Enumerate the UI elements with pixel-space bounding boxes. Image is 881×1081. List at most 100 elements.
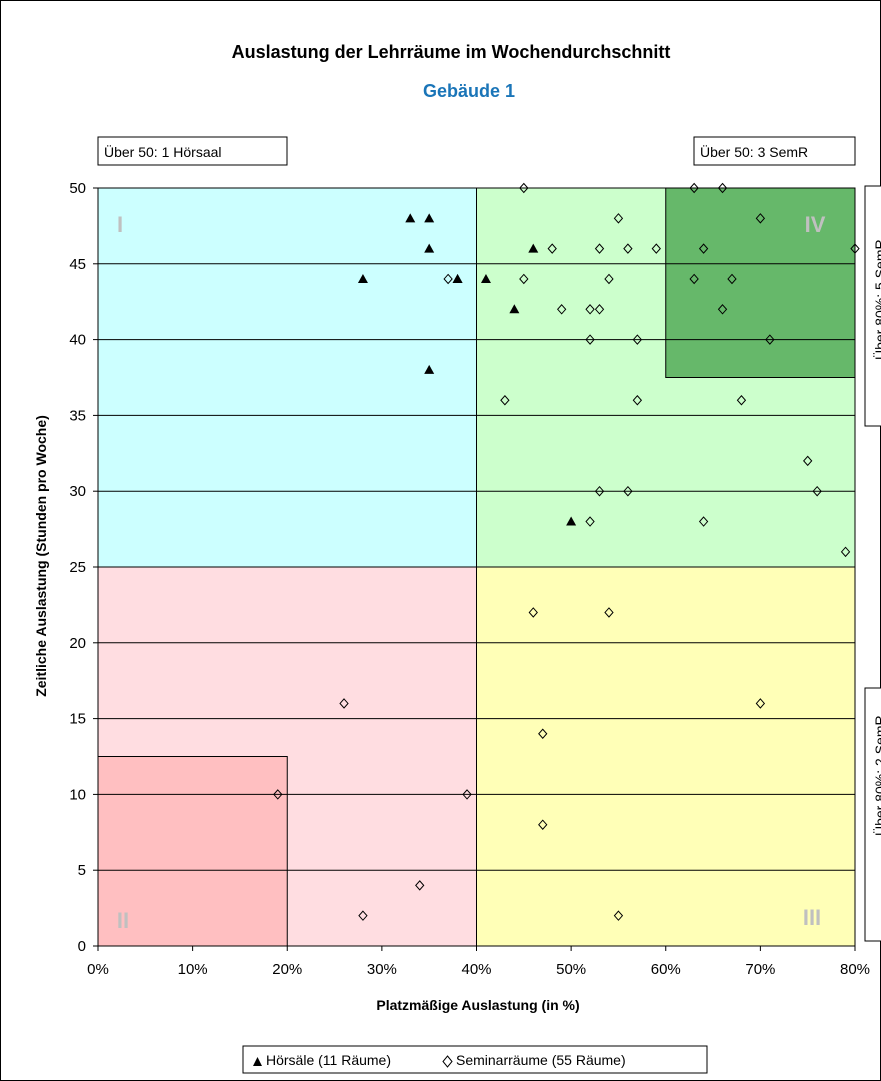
seminarraum-point (273, 789, 283, 800)
seminarraum-point (765, 334, 775, 345)
seminarraum-point (689, 182, 699, 194)
hoersaal-point (424, 213, 435, 223)
gridlines (98, 187, 855, 871)
seminarraum-point (358, 910, 368, 921)
hoersaal-point (357, 273, 368, 283)
y-tick-label: 10 (69, 786, 86, 803)
seminarraum-point (519, 182, 529, 194)
seminarraum-point (812, 485, 822, 497)
x-tick-label: 60% (651, 961, 681, 978)
seminarraum-point (623, 243, 633, 254)
seminarraum-point (547, 243, 557, 254)
quadrant-III-region (476, 566, 856, 947)
seminarraum-point (585, 304, 595, 315)
seminarraum-point (585, 334, 595, 345)
seminarraum-point (339, 698, 349, 709)
quadrant-II-core-region (97, 756, 288, 947)
seminarraum-point (604, 607, 614, 618)
y-tick-labels: 0 5 10 15 20 25 30 35 40 45 50 (69, 180, 98, 955)
seminarraum-point (803, 455, 813, 467)
seminarraum-point (755, 213, 766, 224)
hoersaal-point (424, 364, 435, 374)
legend-box (242, 1045, 708, 1074)
y-tick-label: 0 (78, 938, 86, 955)
annotation-top-left: Über 50: 1 Hörsaal (104, 143, 222, 160)
seminarraum-point (727, 273, 737, 285)
seminarraum-point (698, 516, 709, 527)
seminarraum-point (594, 243, 605, 254)
y-tick-label: 40 (69, 332, 86, 349)
chart-subtitle: Gebäude 1 (423, 81, 515, 101)
chart-title: Auslastung der Lehrräume im Wochendurchs… (232, 42, 671, 62)
seminarraum-point (755, 698, 766, 709)
y-tick-label: 45 (69, 256, 86, 273)
x-tick-label: 20% (272, 961, 302, 978)
x-axis-label: Platzmäßige Auslastung (in %) (376, 997, 579, 1013)
seminarraum-point (632, 394, 643, 406)
legend-triangle-marker (253, 1057, 262, 1066)
hoersaal-point (509, 304, 520, 314)
hoersaal-point (405, 213, 416, 223)
seminarraum-point (689, 273, 699, 285)
quadrant-I-region (97, 187, 477, 568)
x-tick-label: 40% (461, 961, 491, 978)
quadrant-label-I: I (117, 212, 123, 237)
y-tick-label: 50 (69, 180, 86, 197)
seminarraum-point (538, 728, 548, 740)
quadrant-label-II: II (117, 908, 129, 933)
seminarraum-point (613, 910, 624, 921)
seminarraum-point (613, 213, 624, 224)
hoersaal-point (566, 516, 577, 526)
x-tick-label: 50% (556, 961, 586, 978)
x-tick-label: 10% (178, 961, 208, 978)
seminarraum-point (850, 243, 860, 254)
annotation-top-right: Über 50: 3 SemR (700, 143, 808, 160)
y-axis-label: Zeitliche Auslastung (Stunden pro Woche) (33, 415, 49, 697)
y-tick-label: 15 (69, 711, 86, 728)
seminarraum-point (651, 243, 661, 254)
legend-item-hoersaele: Hörsäle (11 Räume) (266, 1052, 391, 1068)
seminarraum-point (717, 182, 728, 194)
seminarraum-point (604, 273, 614, 285)
seminarraum-point (594, 304, 605, 315)
seminarraum-point (415, 880, 425, 891)
seminarraum-point (717, 304, 728, 315)
annotation-right-lower: Über 80%: 2 SemR (871, 715, 881, 836)
hoersaal-point (480, 273, 491, 283)
annotation-box-right-lower (864, 687, 881, 942)
seminarraum-point (443, 273, 453, 285)
x-tick-labels: 0% 10% 20% 30% 40% 50% 60% 70% 80% (87, 946, 870, 978)
seminarraum-point (556, 304, 567, 315)
seminarraum-point (462, 789, 472, 800)
seminarraum-point (585, 516, 595, 527)
hoersaal-point (528, 243, 539, 253)
y-tick-label: 30 (69, 483, 86, 500)
y-tick-label: 5 (78, 862, 86, 879)
seminarraum-point (840, 546, 851, 558)
seminarraum-point (538, 819, 548, 830)
seminarraum-point (528, 607, 538, 618)
seminarraum-point (623, 485, 633, 497)
seminarraum-point (519, 273, 529, 285)
x-tick-label: 80% (840, 961, 870, 978)
legend-item-seminarraeume: Seminarräume (55 Räume) (456, 1052, 626, 1068)
data-points (273, 182, 860, 921)
annotation-box-right-upper (864, 185, 881, 427)
y-tick-label: 25 (69, 559, 86, 576)
y-tick-label: 20 (69, 635, 86, 652)
x-tick-label: 30% (367, 961, 397, 978)
annotation-box-top-left (97, 136, 288, 166)
seminarraum-point (698, 243, 709, 254)
legend-diamond-marker (442, 1055, 453, 1068)
seminarraum-point (500, 394, 510, 406)
annotation-box-top-right (693, 136, 856, 166)
x-tick-label: 70% (745, 961, 775, 978)
hoersaal-point (452, 273, 463, 283)
x-tick-label: 0% (87, 961, 109, 978)
seminarraum-point (594, 485, 605, 497)
y-tick-label: 35 (69, 407, 86, 424)
quadrant-label-IV: IV (805, 212, 826, 237)
quadrant-label-III: III (803, 905, 821, 930)
seminarraum-point (736, 394, 747, 406)
